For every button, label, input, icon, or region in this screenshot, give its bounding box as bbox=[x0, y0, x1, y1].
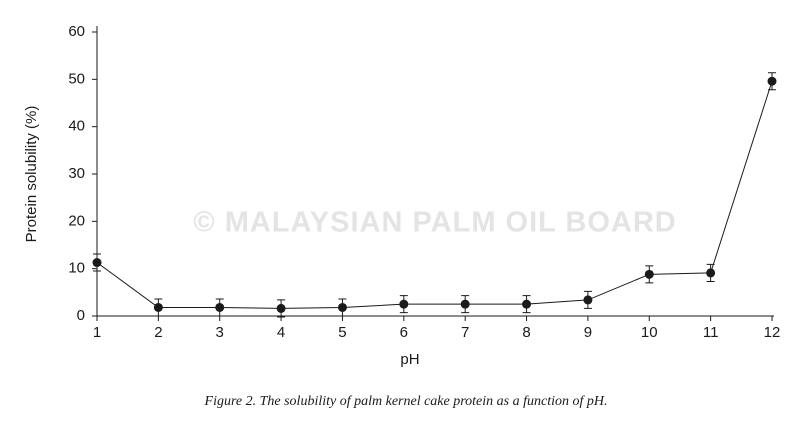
y-tick-label: 10 bbox=[68, 260, 85, 277]
data-point bbox=[767, 76, 777, 86]
y-tick-label: 40 bbox=[68, 118, 85, 135]
x-tick-label: 6 bbox=[400, 324, 408, 341]
data-point bbox=[706, 268, 716, 278]
data-point bbox=[644, 269, 654, 279]
data-point bbox=[153, 302, 163, 312]
data-point bbox=[276, 303, 286, 313]
data-point bbox=[460, 299, 470, 309]
x-tick-label: 8 bbox=[522, 324, 530, 341]
data-point bbox=[215, 302, 225, 312]
x-tick-label: 11 bbox=[703, 324, 719, 341]
y-tick-label: 0 bbox=[77, 307, 85, 324]
data-point bbox=[399, 299, 409, 309]
x-tick-label: 4 bbox=[277, 324, 285, 341]
data-point bbox=[583, 295, 593, 305]
data-point bbox=[337, 302, 347, 312]
x-tick-label: 9 bbox=[584, 324, 592, 341]
x-tick-label: 10 bbox=[641, 324, 658, 341]
x-tick-label: 7 bbox=[461, 324, 469, 341]
y-tick-label: 20 bbox=[68, 212, 85, 229]
caption: Figure 2. The solubility of palm kernel … bbox=[204, 394, 608, 409]
x-tick-label: 12 bbox=[764, 324, 781, 341]
x-axis-label: pH bbox=[400, 351, 419, 368]
y-axis-label: Protein solubility (%) bbox=[23, 106, 40, 243]
data-point bbox=[92, 258, 102, 268]
x-tick-label: 2 bbox=[154, 324, 162, 341]
x-tick-label: 1 bbox=[93, 324, 101, 341]
x-tick-label: 3 bbox=[216, 324, 224, 341]
series-line bbox=[96, 81, 773, 309]
y-tick-label: 30 bbox=[68, 165, 85, 182]
y-tick-label: 60 bbox=[68, 23, 85, 40]
y-tick-label: 50 bbox=[68, 70, 85, 87]
watermark: © MALAYSIAN PALM OIL BOARD bbox=[193, 207, 676, 239]
x-tick-label: 5 bbox=[338, 324, 346, 341]
data-point bbox=[522, 299, 532, 309]
